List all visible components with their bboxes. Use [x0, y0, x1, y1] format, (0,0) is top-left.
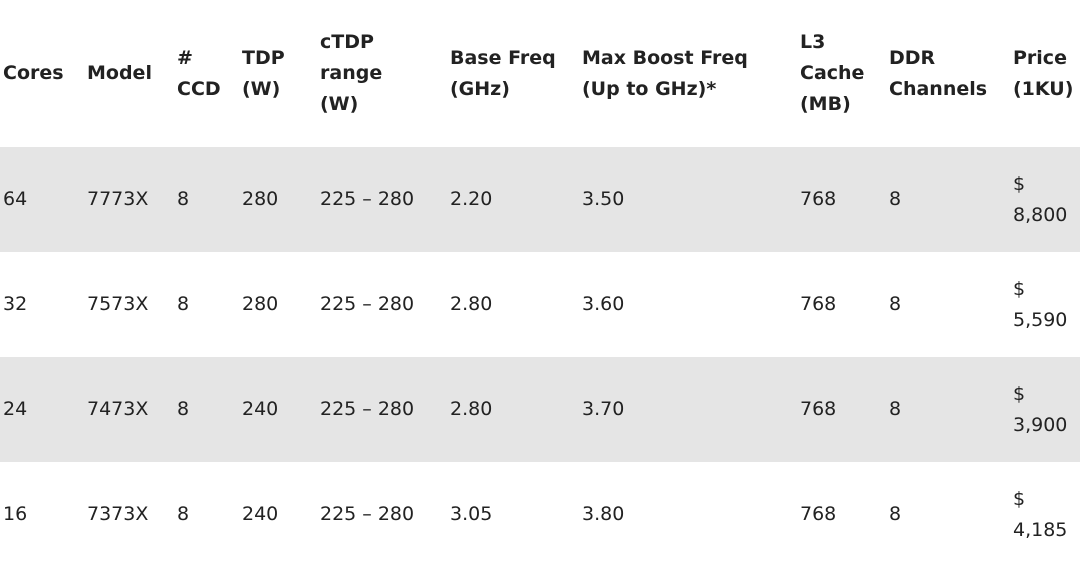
header-text: Channels [889, 77, 988, 100]
table-cell: 7373X [87, 503, 149, 525]
header-cell: cTDP range (W) [317, 0, 447, 147]
table-row: 16 7373X 8 240 225 – 280 3.05 3.80 768 8 $ 4,185 [0, 462, 1080, 567]
header-text: range [320, 62, 383, 84]
table-cell: 3.80 [582, 503, 625, 525]
table-cell: 240 [239, 357, 317, 462]
table-cell: 8 [174, 357, 239, 462]
header-text: Price [1013, 46, 1067, 69]
header-text: (W) [242, 77, 281, 100]
table-cell: $ 3,900 [1010, 357, 1080, 462]
table-cell: 8 [177, 293, 190, 315]
header-cell: # CCD [174, 0, 239, 147]
table-cell: 8 [889, 503, 902, 525]
header-cell: Price (1KU) [1010, 0, 1080, 147]
header-cell: Cores [0, 0, 84, 147]
table-cell: 8 [177, 503, 190, 525]
table-cell: 768 [797, 357, 886, 462]
table-row: 32 7573X 8 280 225 – 280 2.80 3.60 768 8 $ 5,590 [0, 252, 1080, 357]
table-cell: 768 [800, 293, 837, 315]
header-text: Cores [3, 62, 64, 84]
table-cell: 240 [242, 503, 279, 525]
table-cell: $ 8,800 [1010, 147, 1080, 252]
header-cell: TDP (W) [239, 0, 317, 147]
header-text: (GHz) [450, 77, 510, 100]
header-text: cTDP [320, 31, 374, 53]
table-row: 24 7473X 8 240 225 – 280 2.80 3.70 768 8 $ 3,900 [0, 357, 1080, 462]
header-cell: DDR Channels [886, 0, 1010, 147]
header-text: DDR [889, 46, 936, 69]
table-cell: 16 [3, 503, 28, 525]
table-cell: 2.80 [450, 293, 493, 315]
header-text: (MB) [800, 93, 851, 115]
table-body: 64 7773X 8 280 225 – 280 2.20 3.50 768 8 $ 8,800 3… [0, 147, 1080, 567]
header-text: L3 [800, 31, 826, 53]
header-cell: Max Boost Freq (Up to GHz)* [579, 0, 797, 147]
table-cell: 3.05 [450, 503, 493, 525]
table-cell: 32 [3, 293, 28, 315]
table-cell: 24 [0, 357, 84, 462]
table-cell: 3.60 [582, 293, 625, 315]
header-text: (1KU) [1013, 77, 1074, 100]
table-cell: 225 – 280 [317, 357, 447, 462]
header-row: Cores Model # CCD TDP (W) cTDP range (W) Base Fre… [0, 0, 1080, 147]
header-text: # [177, 46, 193, 69]
header-cell: Base Freq (GHz) [447, 0, 579, 147]
table-cell: 2.20 [447, 147, 579, 252]
header-text: Max Boost Freq [582, 46, 748, 69]
table-cell: 280 [242, 293, 279, 315]
table-cell: 225 – 280 [320, 503, 415, 525]
table-cell: 3.50 [579, 147, 797, 252]
header-text: Model [87, 62, 152, 84]
table-cell: 3.70 [579, 357, 797, 462]
table-cell: $ 4,185 [1013, 487, 1068, 541]
table-cell: 7573X [87, 293, 149, 315]
table-cell: 7773X [84, 147, 174, 252]
header-text: (W) [320, 93, 359, 115]
table-cell: 768 [797, 147, 886, 252]
table-row: 64 7773X 8 280 225 – 280 2.20 3.50 768 8 $ 8,800 [0, 147, 1080, 252]
table-cell: 768 [800, 503, 837, 525]
table-cell: 8 [889, 293, 902, 315]
header-text: CCD [177, 77, 221, 100]
table-cell: 64 [0, 147, 84, 252]
header-text: TDP [242, 46, 285, 69]
table-cell: 225 – 280 [317, 147, 447, 252]
table-cell: 8 [886, 147, 1010, 252]
table-cell: 7473X [84, 357, 174, 462]
table-cell: 225 – 280 [320, 293, 415, 315]
header-text: (Up to GHz)* [582, 77, 717, 100]
table-cell: 280 [239, 147, 317, 252]
header-cell: Model [84, 0, 174, 147]
table-cell: $ 5,590 [1013, 277, 1068, 331]
header-text: Cache [800, 62, 865, 84]
table-cell: 2.80 [447, 357, 579, 462]
table-cell: 8 [886, 357, 1010, 462]
header-text: Base Freq [450, 46, 556, 69]
table-cell: 8 [174, 147, 239, 252]
header-cell: L3 Cache (MB) [797, 0, 886, 147]
